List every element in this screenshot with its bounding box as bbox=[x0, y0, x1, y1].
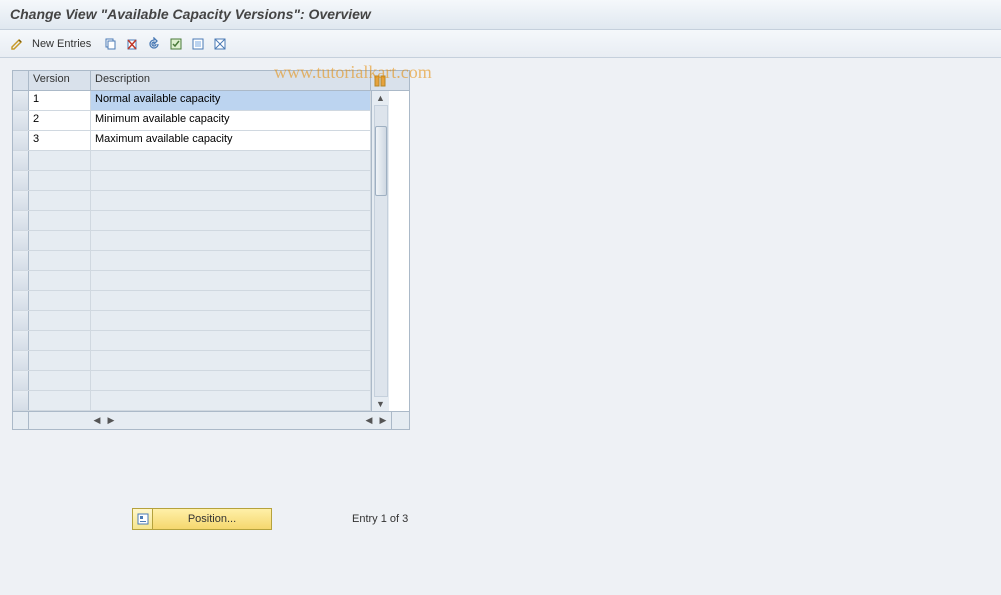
row-selector[interactable] bbox=[13, 131, 29, 150]
cell-description[interactable] bbox=[91, 191, 371, 210]
cell-version[interactable] bbox=[29, 151, 91, 170]
table-row[interactable] bbox=[13, 311, 371, 331]
delete-icon[interactable] bbox=[123, 35, 141, 53]
cell-description[interactable] bbox=[91, 351, 371, 370]
row-selector[interactable] bbox=[13, 211, 29, 230]
cell-version[interactable] bbox=[29, 291, 91, 310]
table-row[interactable] bbox=[13, 291, 371, 311]
footer-row: Position... Entry 1 of 3 bbox=[12, 508, 512, 530]
scroll-down-icon[interactable]: ▼ bbox=[376, 397, 385, 411]
row-selector[interactable] bbox=[13, 271, 29, 290]
row-selector[interactable] bbox=[13, 171, 29, 190]
table-row[interactable] bbox=[13, 391, 371, 411]
cell-description[interactable] bbox=[91, 171, 371, 190]
cell-description[interactable] bbox=[91, 331, 371, 350]
row-selector[interactable] bbox=[13, 251, 29, 270]
cell-version[interactable] bbox=[29, 171, 91, 190]
position-icon bbox=[133, 509, 153, 529]
scroll-left-start-icon[interactable]: ◀ bbox=[91, 415, 103, 426]
cell-description[interactable] bbox=[91, 151, 371, 170]
cell-version[interactable] bbox=[29, 271, 91, 290]
vertical-scrollbar[interactable]: ▲ ▼ bbox=[371, 91, 389, 411]
grid-header-row: Version Description bbox=[13, 71, 409, 91]
select-block-icon[interactable] bbox=[189, 35, 207, 53]
table-row[interactable] bbox=[13, 271, 371, 291]
scroll-thumb[interactable] bbox=[375, 126, 387, 196]
table-row[interactable]: 3Maximum available capacity bbox=[13, 131, 371, 151]
column-header-description[interactable]: Description bbox=[91, 71, 371, 90]
cell-version[interactable] bbox=[29, 191, 91, 210]
cell-version[interactable]: 3 bbox=[29, 131, 91, 150]
cell-version[interactable] bbox=[29, 311, 91, 330]
cell-version[interactable] bbox=[29, 351, 91, 370]
cell-description[interactable] bbox=[91, 291, 371, 310]
new-entries-button[interactable]: New Entries bbox=[32, 38, 91, 50]
cell-description[interactable]: Normal available capacity bbox=[91, 91, 371, 110]
cell-version[interactable] bbox=[29, 231, 91, 250]
cell-description[interactable] bbox=[91, 311, 371, 330]
cell-description[interactable] bbox=[91, 271, 371, 290]
cell-description[interactable] bbox=[91, 371, 371, 390]
row-selector[interactable] bbox=[13, 191, 29, 210]
scroll-up-icon[interactable]: ▲ bbox=[376, 91, 385, 105]
cell-description[interactable] bbox=[91, 211, 371, 230]
table-row[interactable]: 2Minimum available capacity bbox=[13, 111, 371, 131]
scroll-left-icon[interactable]: ▶ bbox=[105, 415, 117, 426]
select-all-icon[interactable] bbox=[167, 35, 185, 53]
cell-version[interactable] bbox=[29, 391, 91, 410]
deselect-all-icon[interactable] bbox=[211, 35, 229, 53]
row-selector[interactable] bbox=[13, 371, 29, 390]
table-row[interactable] bbox=[13, 251, 371, 271]
undo-icon[interactable] bbox=[145, 35, 163, 53]
table-row[interactable] bbox=[13, 191, 371, 211]
position-button-label: Position... bbox=[153, 513, 271, 525]
data-grid: Version Description 1Normal available ca… bbox=[12, 70, 410, 430]
cell-version[interactable]: 2 bbox=[29, 111, 91, 130]
cell-version[interactable] bbox=[29, 371, 91, 390]
table-row[interactable] bbox=[13, 351, 371, 371]
row-selector[interactable] bbox=[13, 391, 29, 410]
scroll-track[interactable] bbox=[374, 105, 388, 397]
table-row[interactable] bbox=[13, 171, 371, 191]
table-row[interactable] bbox=[13, 151, 371, 171]
grid-rows: 1Normal available capacity2Minimum avail… bbox=[13, 91, 371, 411]
row-selector[interactable] bbox=[13, 291, 29, 310]
cell-version[interactable] bbox=[29, 251, 91, 270]
row-selector[interactable] bbox=[13, 331, 29, 350]
table-row[interactable]: 1Normal available capacity bbox=[13, 91, 371, 111]
cell-version[interactable] bbox=[29, 331, 91, 350]
row-selector[interactable] bbox=[13, 111, 29, 130]
copy-icon[interactable] bbox=[101, 35, 119, 53]
scroll-right-end-icon[interactable]: ▶ bbox=[377, 415, 389, 426]
column-config-icon[interactable] bbox=[371, 71, 389, 90]
row-selector[interactable] bbox=[13, 311, 29, 330]
cell-description[interactable] bbox=[91, 231, 371, 250]
position-button[interactable]: Position... bbox=[132, 508, 272, 530]
table-row[interactable] bbox=[13, 231, 371, 251]
entry-count-text: Entry 1 of 3 bbox=[352, 513, 408, 525]
hscroll-corner bbox=[13, 412, 29, 429]
page-title: Change View "Available Capacity Versions… bbox=[0, 0, 1001, 30]
cell-description[interactable]: Minimum available capacity bbox=[91, 111, 371, 130]
row-selector-header[interactable] bbox=[13, 71, 29, 90]
column-header-version[interactable]: Version bbox=[29, 71, 91, 90]
row-selector[interactable] bbox=[13, 91, 29, 110]
cell-version[interactable]: 1 bbox=[29, 91, 91, 110]
scroll-right-icon[interactable]: ◀ bbox=[363, 415, 375, 426]
cell-description[interactable] bbox=[91, 391, 371, 410]
row-selector[interactable] bbox=[13, 231, 29, 250]
toolbar: New Entries bbox=[0, 30, 1001, 58]
horizontal-scrollbar: ◀ ▶ ◀ ▶ bbox=[13, 411, 409, 429]
table-row[interactable] bbox=[13, 371, 371, 391]
edit-icon[interactable] bbox=[8, 35, 26, 53]
table-row[interactable] bbox=[13, 211, 371, 231]
table-row[interactable] bbox=[13, 331, 371, 351]
row-selector[interactable] bbox=[13, 151, 29, 170]
content-area: Version Description 1Normal available ca… bbox=[0, 58, 1001, 595]
row-selector[interactable] bbox=[13, 351, 29, 370]
cell-description[interactable]: Maximum available capacity bbox=[91, 131, 371, 150]
cell-description[interactable] bbox=[91, 251, 371, 270]
cell-version[interactable] bbox=[29, 211, 91, 230]
